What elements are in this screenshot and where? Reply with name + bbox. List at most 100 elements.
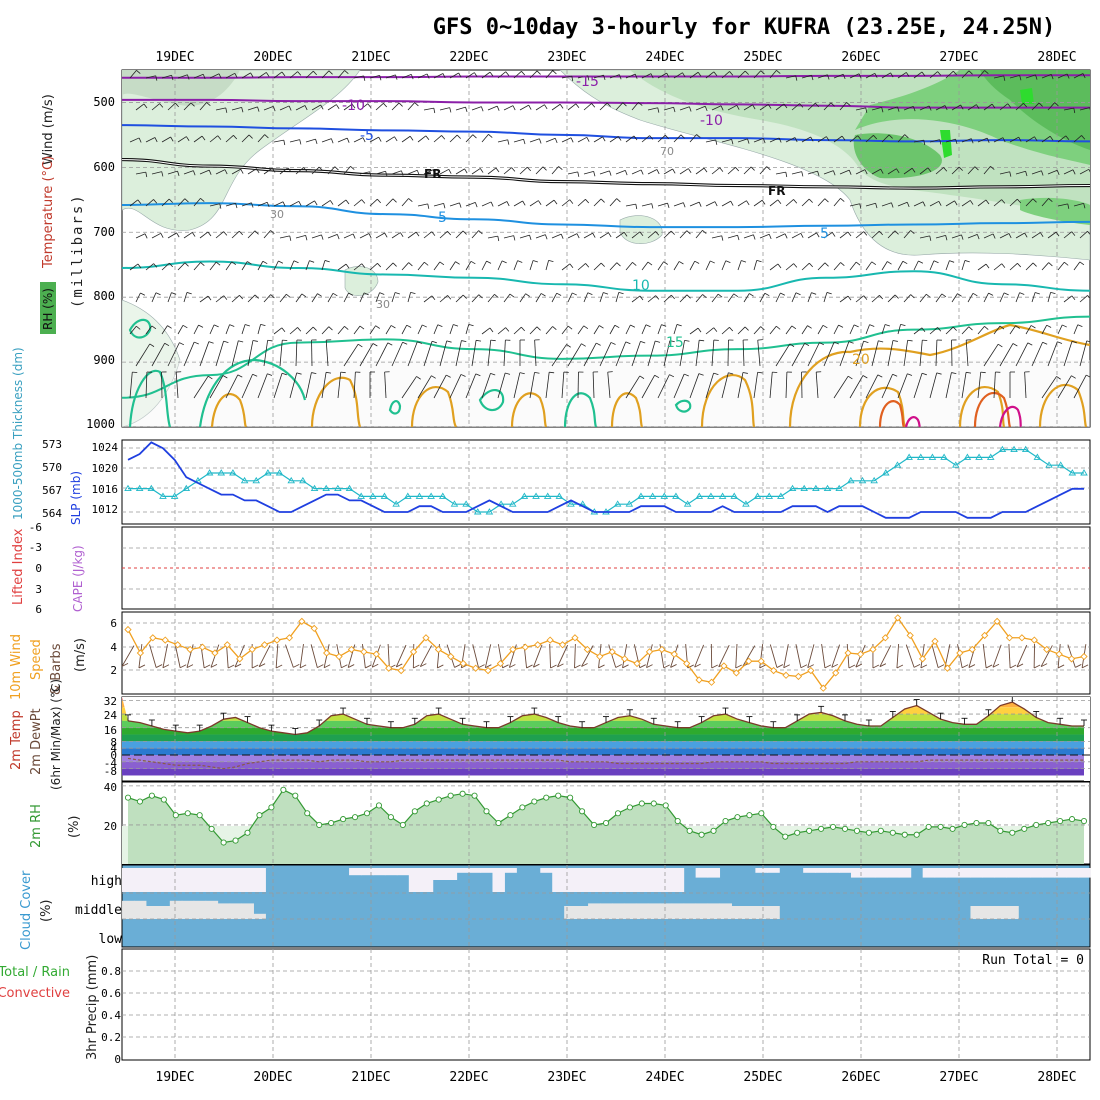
wind-barb-shaft [896, 643, 900, 669]
upper-barb-flag [972, 292, 978, 297]
upper-barb-flag [332, 292, 338, 297]
upper-barb-flag [256, 168, 260, 174]
upper-barb-shaft [321, 260, 326, 271]
upper-barb-flag [1066, 73, 1070, 79]
cloud-high-gap [408, 868, 422, 892]
upper-barb-shaft [775, 171, 786, 175]
cloud-high-gap [1006, 868, 1019, 878]
upper-barb-shaft [295, 293, 303, 303]
upper-barb-shaft [935, 105, 946, 111]
upper-barb-shaft [1063, 169, 1074, 175]
upper-barb-shaft [209, 203, 220, 207]
upper-barb-flag [542, 166, 547, 171]
upper-barb-shaft [343, 292, 349, 303]
upper-barb-flag [592, 232, 596, 238]
upper-barb-flag [387, 342, 393, 346]
thickness-markers [124, 445, 1088, 515]
upper-barb-flag [649, 135, 654, 140]
wind-barb-flag [759, 664, 766, 669]
upper-barb-flag [897, 106, 900, 112]
thickness-point [404, 492, 412, 499]
upper-barb-flag [519, 372, 525, 375]
upper-barb-flag [231, 261, 237, 266]
upper-barb-shaft [695, 167, 705, 175]
wind-barb-shaft [419, 645, 433, 667]
upper-barb-shaft [433, 374, 447, 399]
upper-barb-flag [999, 325, 1005, 330]
date-label-bottom-6: 25DEC [743, 1070, 782, 1085]
upper-barb-flag [933, 260, 939, 264]
upper-barb-shaft [241, 261, 248, 271]
upper-barb-shaft [513, 71, 522, 79]
upper-barb-shaft [801, 262, 810, 271]
upper-barb-shaft [737, 260, 742, 271]
upper-barb-shaft [209, 375, 224, 399]
upper-barb-shaft [929, 139, 940, 143]
cloud-high-gap [707, 868, 721, 878]
upper-barb-flag [348, 292, 354, 296]
upper-air-grid [122, 70, 1090, 427]
upper-barb-shaft [199, 102, 207, 111]
wind-speed-point [360, 648, 368, 656]
upper-barb-flag [729, 327, 734, 332]
upper-barb-flag [680, 134, 685, 139]
upper-barb-flag [655, 340, 661, 343]
upper-barb-shaft [175, 372, 179, 399]
rh2m-point [292, 792, 299, 799]
upper-barb-shaft [929, 327, 938, 335]
rh2m-point [543, 794, 550, 801]
wind-barb-flag [992, 663, 1000, 668]
wind-barb-shaft [879, 645, 892, 667]
upper-barb-shaft [385, 136, 395, 143]
wind-speed-point [608, 648, 616, 656]
thickness-point [275, 469, 284, 476]
wind-barb-flag [879, 663, 887, 668]
upper-barb-flag [224, 169, 228, 175]
upper-barb-shaft [609, 136, 619, 143]
thickness-point [788, 484, 797, 492]
upper-barb-flag [409, 136, 414, 141]
upper-barb-flag [201, 135, 206, 141]
upper-barb-flag [1050, 74, 1054, 80]
rh2m-point [937, 823, 944, 830]
upper-barb-shaft [759, 293, 766, 303]
rh2m-point [459, 790, 466, 797]
upper-barb-flag [569, 263, 574, 269]
thickness-point [660, 492, 669, 499]
upper-barb-flag [684, 373, 689, 377]
wind-barb-flag [299, 664, 307, 669]
upper-barb-flag [848, 341, 854, 344]
upper-barb-flag [713, 327, 718, 332]
wind-speed-point [1043, 645, 1051, 654]
upper-barb-shaft [561, 325, 569, 335]
upper-barb-shaft [305, 326, 314, 335]
thickness-point [637, 492, 645, 499]
upper-barb-shaft [151, 103, 160, 111]
upper-barb-flag [669, 340, 675, 343]
upper-barb-flag [720, 105, 724, 111]
upper-barb-shaft [263, 106, 274, 111]
upper-barb-shaft [279, 105, 290, 111]
upper-barb-shaft [769, 263, 779, 271]
upper-barb-shaft [641, 73, 652, 79]
upper-barb-flag [311, 372, 317, 374]
temp-band-10 [122, 761, 1084, 769]
upper-barb-shaft [567, 171, 578, 175]
wind-barb-flag [920, 664, 928, 669]
upper-barb-shaft [833, 73, 844, 79]
upper-barb-flag [742, 372, 748, 374]
upper-barb-shaft [263, 167, 273, 175]
upper-barb-shaft [503, 293, 511, 303]
upper-barb-shaft [775, 103, 785, 111]
upper-barb-shaft [481, 327, 491, 335]
upper-barb-flag [670, 230, 675, 235]
cloud-high-gap [217, 868, 231, 892]
upper-barb-flag [281, 372, 287, 376]
upper-barb-shaft [513, 200, 523, 207]
upper-barb-shaft [815, 372, 819, 399]
isotherm-label-fr-b: FR [768, 184, 785, 198]
contour-20-4 [510, 392, 548, 427]
upper-barb-flag [1023, 103, 1028, 108]
upper-barb-flag [554, 138, 558, 144]
contour-15-surf-6 [388, 400, 402, 415]
